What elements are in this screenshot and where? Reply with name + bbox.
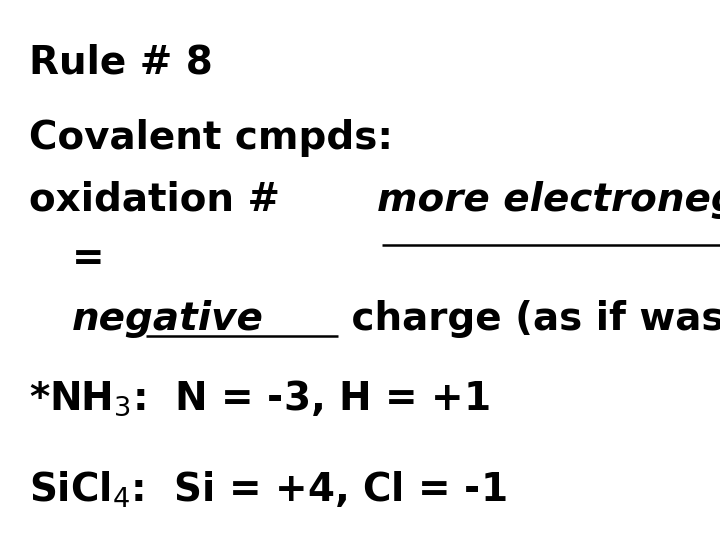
Text: charge (as if was ion): charge (as if was ion) (338, 300, 720, 338)
Text: =: = (72, 240, 104, 278)
Text: negative: negative (72, 300, 264, 338)
Text: more electronegative atom: more electronegative atom (377, 181, 720, 219)
Text: *NH$_3$:  N = -3, H = +1: *NH$_3$: N = -3, H = +1 (29, 378, 490, 417)
Text: oxidation #: oxidation # (29, 181, 293, 219)
Text: SiCl$_4$:  Si = +4, Cl = -1: SiCl$_4$: Si = +4, Cl = -1 (29, 470, 506, 510)
Text: Rule # 8: Rule # 8 (29, 43, 212, 81)
Text: Covalent cmpds:: Covalent cmpds: (29, 119, 393, 157)
